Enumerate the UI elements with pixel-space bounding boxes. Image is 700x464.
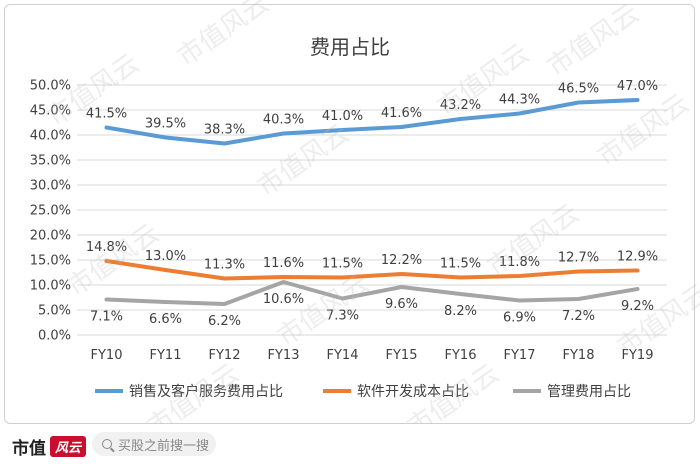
series-line-3	[104, 280, 640, 306]
footer-bar: 市值 风云 买股之前搜一搜	[0, 424, 700, 464]
data-point	[282, 132, 285, 135]
data-point	[105, 126, 108, 129]
brand-logo-mark: 风云	[50, 436, 87, 457]
data-label: 14.8%	[86, 240, 127, 255]
y-tick-label: 20.0%	[30, 229, 71, 244]
chart-title: 费用占比	[310, 35, 390, 59]
data-label: 7.3%	[326, 309, 359, 324]
data-point	[459, 276, 462, 279]
data-point	[164, 300, 167, 304]
y-tick-label: 10.0%	[30, 279, 71, 294]
x-tick-label: FY12	[209, 348, 241, 363]
data-point	[577, 297, 580, 301]
y-tick-label: 50.0%	[30, 79, 71, 94]
search-placeholder: 买股之前搜一搜	[118, 438, 210, 454]
data-point	[400, 272, 403, 276]
x-tick-label: FY10	[91, 348, 123, 363]
data-point	[518, 112, 521, 115]
y-tick-label: 25.0%	[30, 204, 71, 219]
data-label: 43.2%	[440, 98, 481, 113]
data-label: 46.5%	[558, 82, 599, 97]
data-label: 6.6%	[149, 312, 182, 327]
data-label: 9.6%	[385, 297, 418, 312]
data-point	[400, 125, 403, 129]
chart-frame: 费用占比 0.0% 5.0% 10.0% 15.0% 20.0% 25.0% 30.0% 35.…	[4, 4, 695, 424]
data-label: 8.2%	[444, 304, 477, 319]
x-tick-label: FY17	[504, 348, 536, 363]
data-point	[341, 128, 344, 132]
data-label: 41.5%	[86, 107, 127, 122]
data-point	[341, 297, 344, 300]
x-tick-label: FY15	[386, 348, 418, 363]
x-tick-label: FY14	[327, 348, 359, 363]
data-label: 40.3%	[263, 113, 304, 128]
y-tick-label: 35.0%	[30, 154, 71, 169]
data-point	[223, 277, 226, 280]
x-tick-label: FY16	[445, 348, 477, 363]
y-tick-label: 15.0%	[30, 254, 71, 269]
legend-label: 软件开发成本占比	[357, 384, 469, 400]
data-point	[636, 287, 639, 291]
data-label: 12.9%	[617, 250, 658, 265]
data-label: 47.0%	[617, 79, 658, 94]
data-point	[459, 292, 462, 296]
data-point	[400, 285, 403, 289]
data-label: 38.3%	[204, 123, 245, 138]
data-point	[105, 298, 108, 301]
x-tick-label: FY13	[268, 348, 300, 363]
data-label: 41.0%	[322, 109, 363, 124]
data-point	[518, 274, 521, 278]
data-label: 11.5%	[322, 257, 363, 272]
data-point	[577, 101, 580, 104]
data-label: 12.7%	[558, 251, 599, 266]
y-tick-label: 45.0%	[30, 104, 71, 119]
data-label: 9.2%	[621, 299, 654, 314]
series-line-2	[104, 259, 640, 281]
data-label: 7.1%	[90, 310, 123, 325]
data-label: 13.0%	[145, 249, 186, 264]
x-tick-label: FY18	[563, 348, 595, 363]
data-label: 7.2%	[562, 309, 595, 324]
y-tick-label: 40.0%	[30, 129, 71, 144]
data-label: 39.5%	[145, 117, 186, 132]
data-label: 11.3%	[204, 258, 245, 273]
data-label: 11.5%	[440, 257, 481, 272]
data-label: 44.3%	[499, 93, 540, 108]
data-point	[636, 98, 639, 102]
y-tick-label: 5.0%	[38, 304, 71, 319]
brand-logo[interactable]: 市值 风云	[12, 434, 87, 459]
line-chart: 费用占比 0.0% 5.0% 10.0% 15.0% 20.0% 25.0% 30.0% 35.…	[30, 35, 667, 400]
data-label: 11.8%	[499, 255, 540, 270]
data-point	[282, 275, 285, 279]
data-point	[105, 259, 108, 263]
data-label: 10.6%	[263, 292, 304, 307]
data-label: 41.6%	[381, 106, 422, 121]
data-label: 11.6%	[263, 256, 304, 271]
series-line-1	[104, 98, 640, 146]
data-point	[282, 280, 285, 284]
x-tick-label: FY19	[622, 348, 654, 363]
legend-label: 销售及客户服务费用占比	[129, 383, 283, 400]
data-point	[518, 299, 521, 302]
search-input[interactable]: 买股之前搜一搜	[92, 432, 216, 456]
data-label: 12.2%	[381, 253, 422, 268]
brand-name: 市值	[12, 439, 46, 459]
data-point	[577, 270, 580, 273]
x-tick-label: FY11	[150, 348, 182, 363]
data-label: 6.2%	[208, 314, 241, 329]
data-point	[459, 117, 462, 121]
y-tick-label: 0.0%	[38, 329, 71, 344]
data-point	[164, 268, 167, 272]
search-icon	[102, 439, 112, 449]
data-label: 6.9%	[503, 311, 536, 326]
data-point	[223, 302, 226, 306]
legend-label: 管理费用占比	[547, 384, 631, 400]
data-point	[223, 142, 226, 145]
data-point	[341, 276, 344, 279]
data-point	[636, 269, 639, 272]
data-point	[164, 136, 167, 139]
y-tick-label: 30.0%	[30, 179, 71, 194]
